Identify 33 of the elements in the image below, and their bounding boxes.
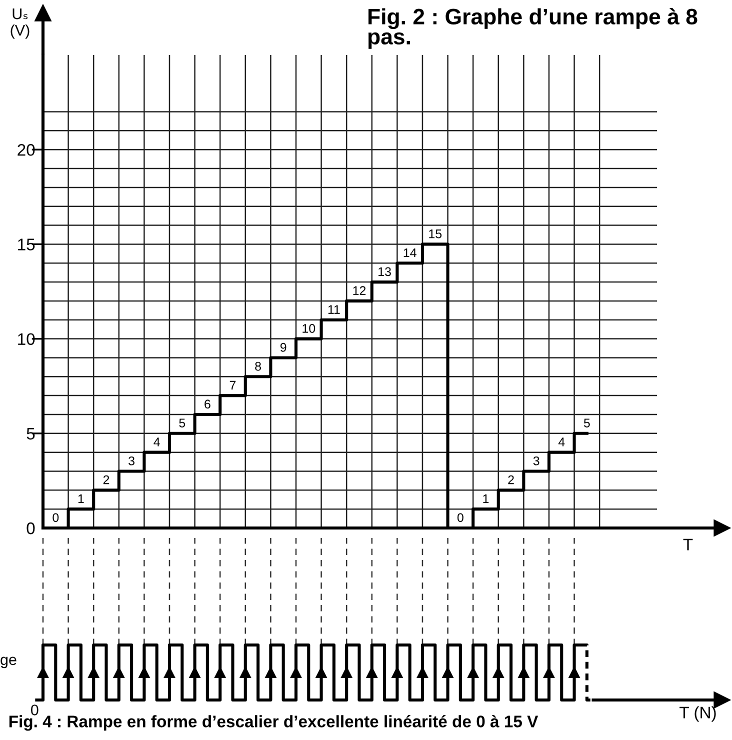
y-axis-title: Uₛ (V)	[10, 8, 30, 39]
data-label: 5	[584, 418, 590, 428]
y-tick-label: 5	[26, 428, 35, 440]
y-tick-label: 15	[18, 238, 35, 250]
data-label: 6	[204, 400, 210, 409]
data-label: 14	[404, 248, 416, 258]
data-label: 4	[154, 438, 160, 446]
data-label: 10	[302, 324, 316, 333]
data-label: 9	[280, 342, 286, 352]
data-label: 0	[52, 513, 59, 522]
data-label: 5	[179, 418, 186, 428]
data-label: 13	[378, 267, 391, 276]
x-axis-title: T (N)	[680, 706, 716, 722]
caption: Fig. 4 : Rampe en forme d’escalier d’excellente linéarité de 0 à 15 V	[9, 715, 538, 731]
chart-title: Fig. 2 : Graphe d’une rampe à 8 pas.	[368, 8, 698, 49]
x-axis-title: T	[683, 538, 693, 550]
data-label: 3	[533, 456, 540, 466]
data-label: 11	[328, 305, 340, 314]
data-label: 15	[429, 230, 442, 238]
data-label: 8	[255, 362, 261, 371]
data-label: 2	[103, 475, 110, 484]
data-label: 12	[353, 286, 366, 295]
data-label: 4	[558, 438, 565, 446]
y-axis-title: ge	[0, 656, 16, 668]
y-tick-label: 20	[18, 144, 35, 156]
data-label: 2	[508, 475, 514, 484]
data-label: 1	[78, 494, 84, 504]
data-label: 1	[483, 494, 489, 504]
y-tick-label: 0	[26, 522, 35, 534]
y-tick-label: 10	[18, 333, 35, 346]
data-label: 0	[457, 513, 464, 522]
data-label: 3	[128, 456, 134, 466]
data-label: 7	[230, 380, 236, 390]
